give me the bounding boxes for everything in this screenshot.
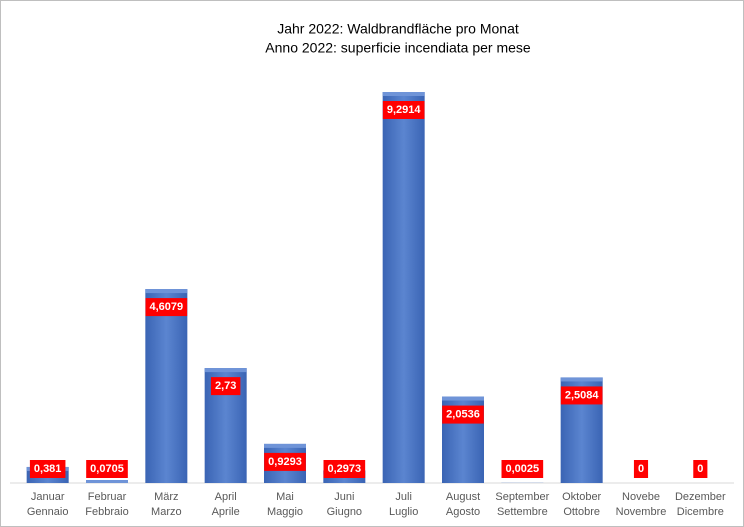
x-tick-label: Februar	[88, 491, 127, 503]
x-tick-label: August	[446, 491, 480, 503]
value-label-box	[29, 460, 66, 478]
value-label: 2,0536	[446, 408, 480, 420]
x-tick-label: September	[495, 491, 549, 503]
value-label: 0,0025	[506, 463, 540, 475]
x-tick-label: Mai	[276, 491, 294, 503]
value-label-box	[501, 460, 544, 478]
value-label-box	[323, 460, 366, 478]
value-label-box	[145, 298, 188, 317]
value-label-box	[442, 405, 484, 424]
x-tick-label: Aprile	[212, 506, 240, 518]
value-label-box	[382, 101, 425, 119]
x-tick-label: Giugno	[327, 506, 362, 518]
value-label-box	[560, 386, 603, 405]
x-tick-label: Oktober	[562, 491, 601, 503]
value-label-box	[86, 460, 128, 478]
value-label: 0,381	[34, 463, 62, 475]
bar-cap	[86, 480, 128, 483]
x-tick-label: Agosto	[446, 506, 480, 518]
value-label: 0,2973	[328, 463, 362, 475]
value-label: 4,6079	[150, 301, 184, 313]
chart-title: Jahr 2022: Waldbrandfläche pro Monat	[277, 21, 519, 37]
bar-cap	[145, 289, 188, 294]
x-tick-label: Novebe	[622, 491, 660, 503]
value-label-box	[264, 452, 306, 471]
x-tick-label: Gennaio	[27, 506, 69, 518]
x-tick-label: Settembre	[497, 506, 548, 518]
x-tick-label: Marzo	[151, 506, 182, 518]
value-label: 0,0705	[90, 463, 124, 475]
value-label-box	[633, 460, 649, 478]
x-tick-label: Dezember	[675, 491, 726, 503]
bar	[145, 289, 188, 483]
value-label: 2,5084	[565, 389, 600, 401]
value-label: 2,73	[215, 380, 236, 392]
bar-cap	[264, 443, 306, 448]
chart-subtitle: Anno 2022: superficie incendiata per mes…	[265, 40, 531, 56]
bar-cap	[382, 92, 425, 96]
x-tick-label: Januar	[31, 491, 65, 503]
x-tick-label: Novembre	[616, 506, 667, 518]
x-tick-label: Juni	[334, 491, 354, 503]
x-tick-label: Maggio	[267, 506, 303, 518]
x-tick-label: Febbraio	[85, 506, 128, 518]
value-label: 0	[638, 463, 644, 475]
x-tick-label: Luglio	[389, 506, 418, 518]
bar	[382, 92, 425, 483]
value-label-box	[210, 377, 241, 396]
x-tick-label: März	[154, 491, 178, 503]
value-label: 0	[697, 463, 703, 475]
x-tick-label: Juli	[395, 491, 412, 503]
value-label: 9,2914	[387, 104, 422, 116]
bar-cap	[560, 377, 603, 382]
bar-cap	[204, 368, 247, 373]
value-label-box	[693, 460, 708, 478]
x-tick-label: Ottobre	[563, 506, 600, 518]
x-tick-label: Dicembre	[677, 506, 724, 518]
x-tick-label: April	[215, 491, 237, 503]
value-label: 0,9293	[268, 456, 302, 468]
bar-cap	[442, 396, 484, 401]
